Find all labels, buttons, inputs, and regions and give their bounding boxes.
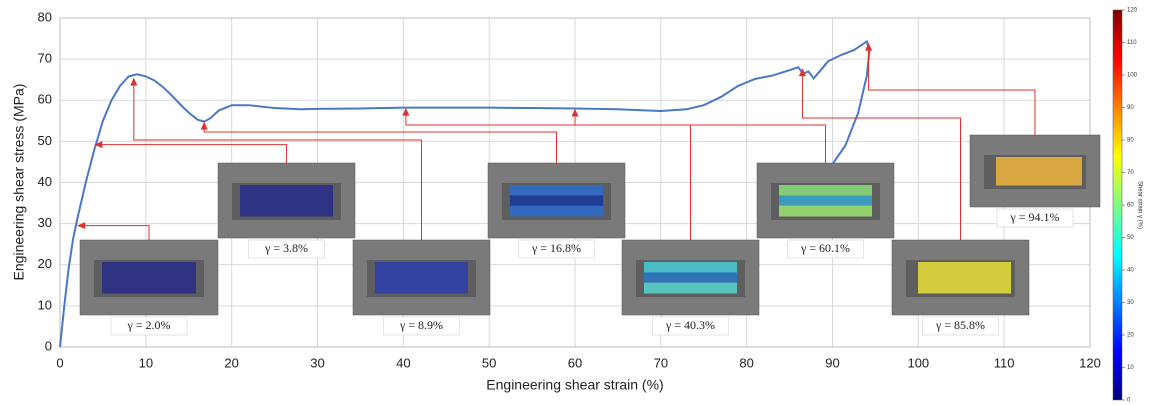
annotation-label-box — [518, 239, 595, 259]
strain-field — [644, 272, 737, 284]
annotation-arrowhead — [77, 222, 86, 230]
annotation: γ = 40.3% — [402, 107, 760, 336]
strain-field — [510, 185, 603, 196]
annotation-leader — [405, 114, 691, 240]
annotation-arrowhead — [798, 68, 806, 77]
x-tick-label: 80 — [739, 355, 753, 370]
annotation-label-box — [787, 239, 864, 259]
y-tick-label: 60 — [38, 92, 52, 107]
colorbar-label: Shear strain γ (%) — [1136, 181, 1142, 229]
strain-field — [240, 185, 333, 217]
x-tick-label: 60 — [568, 355, 582, 370]
annotation: γ = 16.8% — [200, 121, 626, 259]
annotation-arrowhead — [200, 121, 208, 130]
colorbar-tick-label: 30 — [1127, 300, 1134, 306]
annotation-leader — [133, 84, 422, 240]
colorbar-tick-label: 100 — [1127, 73, 1138, 79]
colorbar-tick-label: 60 — [1127, 203, 1134, 209]
strain-field — [510, 195, 603, 207]
annotation: γ = 2.0% — [77, 222, 219, 336]
annotation-label-box — [383, 316, 460, 336]
annotation-label: γ = 16.8% — [531, 241, 581, 255]
annotation-label-box — [922, 316, 999, 336]
x-tick-label: 10 — [139, 355, 153, 370]
y-tick-label: 50 — [38, 133, 52, 148]
annotation-label: γ = 2.0% — [126, 318, 170, 332]
annotation-arrowhead — [402, 107, 410, 116]
annotation-label-box — [996, 208, 1074, 228]
x-tick-label: 20 — [224, 355, 238, 370]
strain-field — [779, 205, 872, 217]
annotation-arrowhead — [571, 108, 579, 117]
x-tick-label: 120 — [1079, 355, 1101, 370]
y-tick-label: 40 — [38, 174, 52, 189]
strain-field — [779, 195, 872, 207]
colorbar-tick-label: 120 — [1127, 8, 1138, 14]
colorbar-tick-label: 20 — [1127, 333, 1134, 339]
stress-strain-curve — [59, 39, 871, 348]
annotation-label: γ = 60.1% — [800, 241, 850, 255]
y-tick-label: 30 — [38, 215, 52, 230]
x-tick-label: 100 — [907, 355, 929, 370]
annotation-leader — [574, 115, 826, 163]
colorbar-tick-label: 90 — [1127, 105, 1134, 111]
x-tick-label: 0 — [56, 355, 63, 370]
colorbar-tick-label: 40 — [1127, 268, 1134, 274]
annotation-leader — [203, 128, 557, 163]
annotation-label: γ = 3.8% — [264, 241, 308, 255]
annotation-label-box — [652, 316, 729, 336]
y-tick-label: 80 — [38, 9, 52, 24]
x-tick-label: 50 — [482, 355, 496, 370]
x-tick-label: 30 — [310, 355, 324, 370]
colorbar-tick-label: 0 — [1127, 398, 1131, 404]
annotation-leader — [84, 225, 150, 240]
y-tick-label: 10 — [38, 297, 52, 312]
annotation-label: γ = 8.9% — [399, 318, 443, 332]
strain-field — [375, 262, 468, 294]
strain-field — [996, 157, 1082, 186]
annotation-leader — [868, 49, 1036, 135]
colorbar — [1112, 9, 1123, 401]
y-tick-label: 70 — [38, 51, 52, 66]
annotation: γ = 85.8% — [798, 68, 1030, 336]
y-axis-label: Engineering shear stress (MPa) — [11, 84, 27, 281]
annotation-leader — [801, 75, 961, 240]
annotation-arrowhead — [94, 141, 103, 149]
colorbar-tick-label: 70 — [1127, 170, 1134, 176]
strain-field — [779, 185, 872, 196]
annotation-label: γ = 40.3% — [665, 318, 715, 332]
strain-field — [644, 282, 737, 294]
colorbar-tick-label: 10 — [1127, 365, 1134, 371]
x-axis-label: Engineering shear strain (%) — [486, 377, 663, 393]
x-tick-label: 70 — [654, 355, 668, 370]
annotation-leader — [101, 144, 287, 163]
y-tick-label: 20 — [38, 256, 52, 271]
colorbar-tick-label: 80 — [1127, 138, 1134, 144]
strain-field — [102, 262, 196, 294]
annotation: γ = 8.9% — [130, 77, 491, 336]
annotation-label-box — [248, 239, 325, 259]
x-tick-label: 110 — [994, 355, 1015, 370]
colorbar-tick-label: 50 — [1127, 235, 1134, 241]
annotation-label: γ = 85.8% — [935, 318, 985, 332]
annotation-arrowhead — [865, 42, 873, 51]
x-tick-label: 40 — [396, 355, 410, 370]
strain-field — [510, 205, 603, 217]
y-tick-label: 0 — [45, 338, 52, 353]
annotation: γ = 60.1% — [571, 108, 895, 259]
annotation-label-box — [110, 316, 188, 336]
colorbar-tick-label: 110 — [1127, 40, 1137, 46]
x-tick-label: 90 — [825, 355, 839, 370]
annotation-arrowhead — [130, 77, 138, 86]
annotation: γ = 3.8% — [94, 141, 356, 259]
annotation-label: γ = 94.1% — [1009, 210, 1059, 224]
strain-field — [918, 262, 1011, 294]
strain-field — [644, 262, 737, 273]
annotation: γ = 94.1% — [865, 42, 1101, 228]
